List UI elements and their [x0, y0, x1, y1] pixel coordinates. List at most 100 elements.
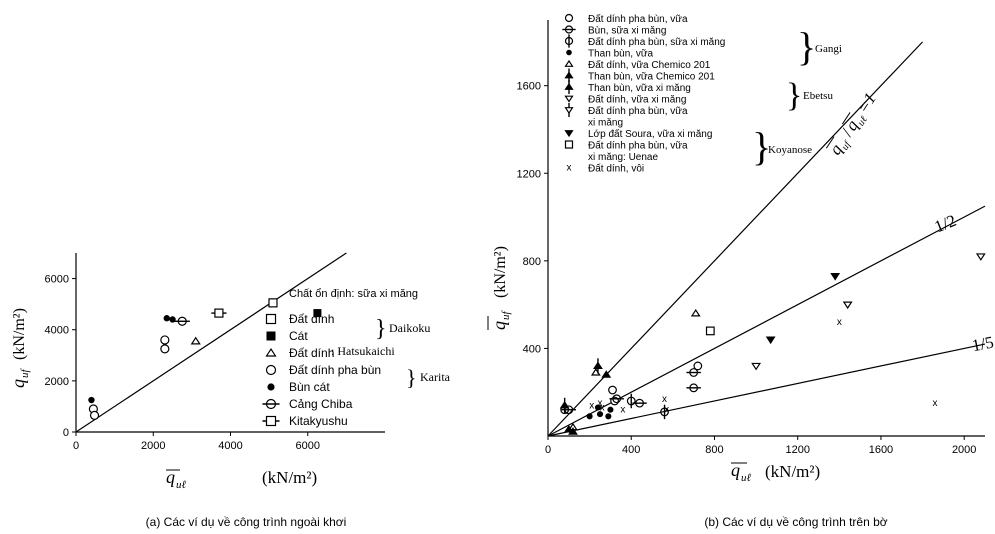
- legend-label: Cảng Chiba: [289, 397, 353, 411]
- chart-a-ylabel-main: q: [8, 379, 28, 388]
- legend-label: Than bùn, vữa: [588, 49, 654, 60]
- legend-item: Than bùn, vữa: [566, 49, 654, 60]
- data-point-circle-hbar: [686, 383, 701, 393]
- data-point-x: x: [933, 398, 938, 409]
- chart-b-ylabel-main: q: [489, 321, 509, 330]
- chart-a-xlabel-main: q: [166, 467, 175, 487]
- legend-marker-circle-open: [265, 364, 277, 376]
- chart-b-ylabel-sub: uf: [500, 310, 512, 321]
- svg-text:x: x: [664, 405, 669, 416]
- legend-item: Than bùn, vữa Chemico 201: [564, 68, 715, 83]
- ratio-line: [75, 252, 347, 433]
- svg-text:x: x: [662, 394, 667, 405]
- legend-label: Cát: [289, 329, 308, 343]
- chart-a-caption: (a) Các ví dụ về công trình ngoài khơi: [146, 515, 347, 529]
- legend-label: Kitakyushu: [289, 414, 348, 428]
- data-point-circle-filled: [607, 406, 614, 413]
- data-point-circle-hbar: [686, 368, 701, 377]
- chart-a-brace-daikoku: }: [375, 316, 387, 342]
- chart-b-xlabel-sub: uℓ: [741, 472, 752, 484]
- legend-marker-circle-open: [564, 13, 574, 23]
- chart-a-x-ticks: 0 2000 4000 6000: [73, 432, 320, 452]
- legend-label: Đất dính pha bùn, vữa: [588, 140, 688, 152]
- legend-label: Lớp đất Soura, vữa xi măng: [588, 128, 712, 140]
- data-point-circle-filled: [605, 413, 612, 420]
- chart-a-xlabel-sub: uℓ: [176, 479, 187, 491]
- chart-b-ylabel-units: (kN/m²): [492, 246, 509, 298]
- data-point-triangle-filled-vbar: [593, 358, 603, 374]
- legend-label: Đất dính, vữa Chemico 201: [588, 59, 711, 71]
- data-point-tri-down-filled: [765, 336, 776, 345]
- svg-text:x: x: [837, 317, 842, 328]
- legend-label: Bùn cát: [289, 380, 330, 394]
- legend-marker-tri-down-open-vbar: [564, 103, 574, 117]
- legend-item: Lớp đất Soura, vữa xi măng: [564, 128, 712, 140]
- legend-item: Kitakyushu: [262, 414, 348, 428]
- y-tick-label: 1600: [517, 81, 541, 93]
- legend-item: Cảng Chiba: [262, 397, 353, 411]
- chart-a-xlabel-units: (kN/m²): [262, 468, 317, 487]
- chart-b-ratio-label: q uf / q uℓ =1: [825, 89, 880, 158]
- y-tick-label: 800: [523, 256, 541, 268]
- legend-item: Đất dính, vữa Chemico 201: [564, 59, 711, 71]
- chart-a-brace-karita: }: [406, 365, 417, 390]
- x-tick-label: 400: [622, 444, 640, 456]
- x-tick-label: 1200: [785, 444, 809, 456]
- data-point-circle-bar: [174, 316, 190, 326]
- legend-item: Đất dính pha bùn: [265, 363, 381, 377]
- svg-text:x: x: [589, 400, 594, 411]
- svg-text:x: x: [567, 163, 572, 174]
- legend-marker-square-bar: [262, 415, 280, 427]
- legend-marker-circle-vbar: [564, 34, 574, 48]
- chart-a-legend: Đất dính Cát Đất dính Đất dính pha bùn Bùn c…: [262, 312, 381, 428]
- y-tick-label: 4000: [45, 325, 69, 337]
- chart-a-lines: [75, 252, 347, 433]
- y-tick-label: 0: [63, 427, 69, 439]
- chart-a-ylabel-units: (kN/m²): [11, 308, 28, 360]
- legend-label: Đất dính pha bùn, vữa: [588, 13, 688, 25]
- legend-item: Đất dính, vữa xi măng: [564, 94, 686, 106]
- legend-item: Đất dính pha bùn, vữa: [564, 13, 688, 25]
- y-tick-label: 6000: [45, 274, 69, 286]
- legend-item: Đất dính: [265, 346, 334, 360]
- chart-a: 0 2000 4000 6000 0 2000 4000 6000 q uf (kN/m²)…: [8, 252, 451, 529]
- x-tick-label: 2000: [141, 440, 165, 452]
- legend-label: Than bùn, vữa xi măng: [588, 83, 691, 94]
- chart-b-brace-koyanose: }: [752, 124, 771, 169]
- legend-item: xi măng: Uenae: [588, 152, 658, 163]
- data-point-x: x: [837, 317, 842, 328]
- legend-marker-circle-filled: [267, 383, 275, 391]
- data-point-circle-vbar: [626, 393, 636, 409]
- chart-b-xlabel-units: (kN/m²): [765, 462, 820, 481]
- legend-label: Đất dính, vôi: [588, 163, 644, 175]
- ratio-den-bar: [841, 112, 851, 125]
- svg-text:x: x: [933, 398, 938, 409]
- legend-label: xi măng: [588, 118, 623, 129]
- legend-item: Đất dính pha bùn, vữa: [564, 103, 688, 117]
- legend-item: Đất dính: [265, 312, 334, 326]
- ratio-eq: =1: [853, 89, 880, 116]
- chart-a-legend-title: Chất ổn định: sữa xi măng: [289, 288, 418, 300]
- ratio-line: [547, 41, 924, 437]
- chart-a-group-hatsukaichi: : Hatsukaichi: [331, 344, 395, 358]
- data-point-x: x: [620, 405, 625, 416]
- x-tick-label: 1600: [869, 444, 893, 456]
- x-tick-label: 0: [73, 440, 79, 452]
- data-point-triangle-filled-vbar: [559, 397, 570, 413]
- data-point-tri-down-open: [751, 362, 762, 371]
- chart-a-points: [88, 298, 322, 420]
- svg-text:x: x: [600, 403, 605, 414]
- legend-item: Cát: [266, 329, 308, 343]
- data-point-circle-filled: [169, 316, 176, 323]
- data-point-square-filled: [313, 309, 322, 318]
- ratio-num-bar: [825, 136, 835, 149]
- data-point-circle-filled: [594, 404, 601, 411]
- legend-item: xi măng: [588, 118, 623, 129]
- legend-label: Đất dính pha bùn, sữa xi măng: [588, 36, 725, 48]
- data-point-circle-open: [693, 361, 703, 371]
- chart-b-brace-gangi: }: [797, 24, 816, 69]
- legend-label: Đất dính: [289, 346, 334, 360]
- chart-b-caption: (b) Các ví dụ về công trình trên bờ: [704, 515, 887, 529]
